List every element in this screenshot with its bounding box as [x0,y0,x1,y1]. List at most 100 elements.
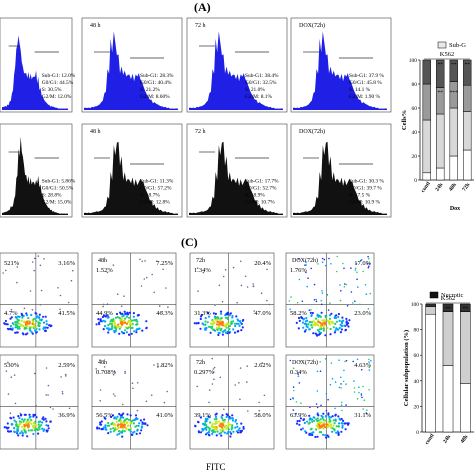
flow-cytometry-group: 521% 3.16% 41.5% 4.7% 48h 1.52% 7.25% 46.3% 44.9… [0,252,375,450]
scatter-point [118,412,121,416]
scatter-point [320,327,323,330]
scatter-point [132,312,135,315]
scatter-point [212,368,215,370]
scatter-point [112,427,115,430]
quadrant-lower-right: 46.3% [156,310,173,317]
scatter-point [350,267,352,269]
scatter-point [316,424,319,427]
scatter-point [306,420,309,423]
scatter-point [302,326,305,329]
bar-segment [449,155,458,181]
scatter-point [308,320,311,324]
histogram-stat: G2/M: 8.1% [245,94,272,100]
scatter-point [335,327,338,330]
bar-segment [425,313,436,433]
y-tick-label: 80 [412,82,418,88]
scatter-point [328,317,332,320]
scatter-point [333,316,336,319]
scatter-point [231,417,234,420]
scatter-point [197,430,200,433]
scatter-point [118,332,121,335]
scatter-point [246,286,249,288]
scatter-point [18,315,21,318]
scatter-point [22,325,25,328]
scatter-point [359,303,361,306]
scatter-point [138,422,141,425]
scatter-point [368,265,370,268]
scatter-point [24,430,27,434]
scatter-point [33,325,36,328]
bar-segment [442,311,454,366]
scatter-point [9,416,12,419]
scatter-point [305,264,308,266]
scatter-point [310,309,312,311]
scatter-point [166,390,168,393]
scatter-point [122,416,125,419]
quadrant-lower-left: 39.1% [194,412,211,419]
scatter-point [292,367,295,370]
scatter-point [158,305,161,307]
scatter-point [37,255,40,257]
scatter-point [16,266,19,268]
scatter-point [163,401,166,404]
scatter-point [341,409,343,412]
scatter-point [292,386,295,388]
bar-segment [425,303,436,307]
scatter-point [14,321,17,324]
scatter-point [353,380,355,382]
scatter-point [39,264,42,267]
scatter-point [24,326,28,330]
scatter-point [340,376,342,379]
scatter-point [317,419,320,422]
scatter-point [317,263,319,265]
scatter-point [367,255,369,258]
scatter-point [20,430,23,433]
scatter-point [16,331,19,334]
scatter-point [135,424,138,427]
scatter-point [213,418,216,421]
y-tick-label: 100 [411,302,420,308]
scatter-point [207,325,210,328]
histogram-distribution [293,31,387,110]
scatter-point [331,320,334,323]
scatter-point [121,429,124,432]
scatter-point [109,320,112,323]
scatter-point [202,428,205,431]
scatter-point [227,425,230,428]
histogram-panel-label: 72 h [195,129,206,135]
y-tick-label: 80 [414,328,420,334]
scatter-point [309,311,312,314]
significance-mark: ** [465,62,471,68]
histogram-panel-label: DOX(72h) [299,22,325,29]
scatter-point [107,432,110,435]
scatter-point [100,428,103,431]
scatter-point [140,429,143,432]
scatter-point [214,427,217,431]
scatter-point [224,269,227,271]
scatter-point [144,260,146,262]
scatter-point [244,275,247,278]
bar-segment [436,113,445,169]
scatter-point [309,428,312,431]
scatter-point [40,289,43,292]
scatter-point [335,270,338,273]
scatter-point [114,428,117,431]
scatter-point [304,430,307,433]
scatter-point [206,418,209,421]
scatter-point [20,319,23,322]
scatter-point [238,382,240,384]
scatter-point [341,426,344,429]
scatter-point [18,322,21,325]
scatter-point [114,426,117,429]
scatter-point [319,361,322,363]
scatter-point [340,422,343,425]
scatter-point [45,323,48,326]
scatter-point [106,271,109,274]
scatter-point [102,328,105,331]
bar-segment [449,107,458,157]
scatter-point [305,261,307,263]
scatter-point [33,269,35,272]
scatter-point [26,421,29,424]
scatter-point [370,359,372,362]
quadrant-upper-left: 521% [4,260,20,267]
